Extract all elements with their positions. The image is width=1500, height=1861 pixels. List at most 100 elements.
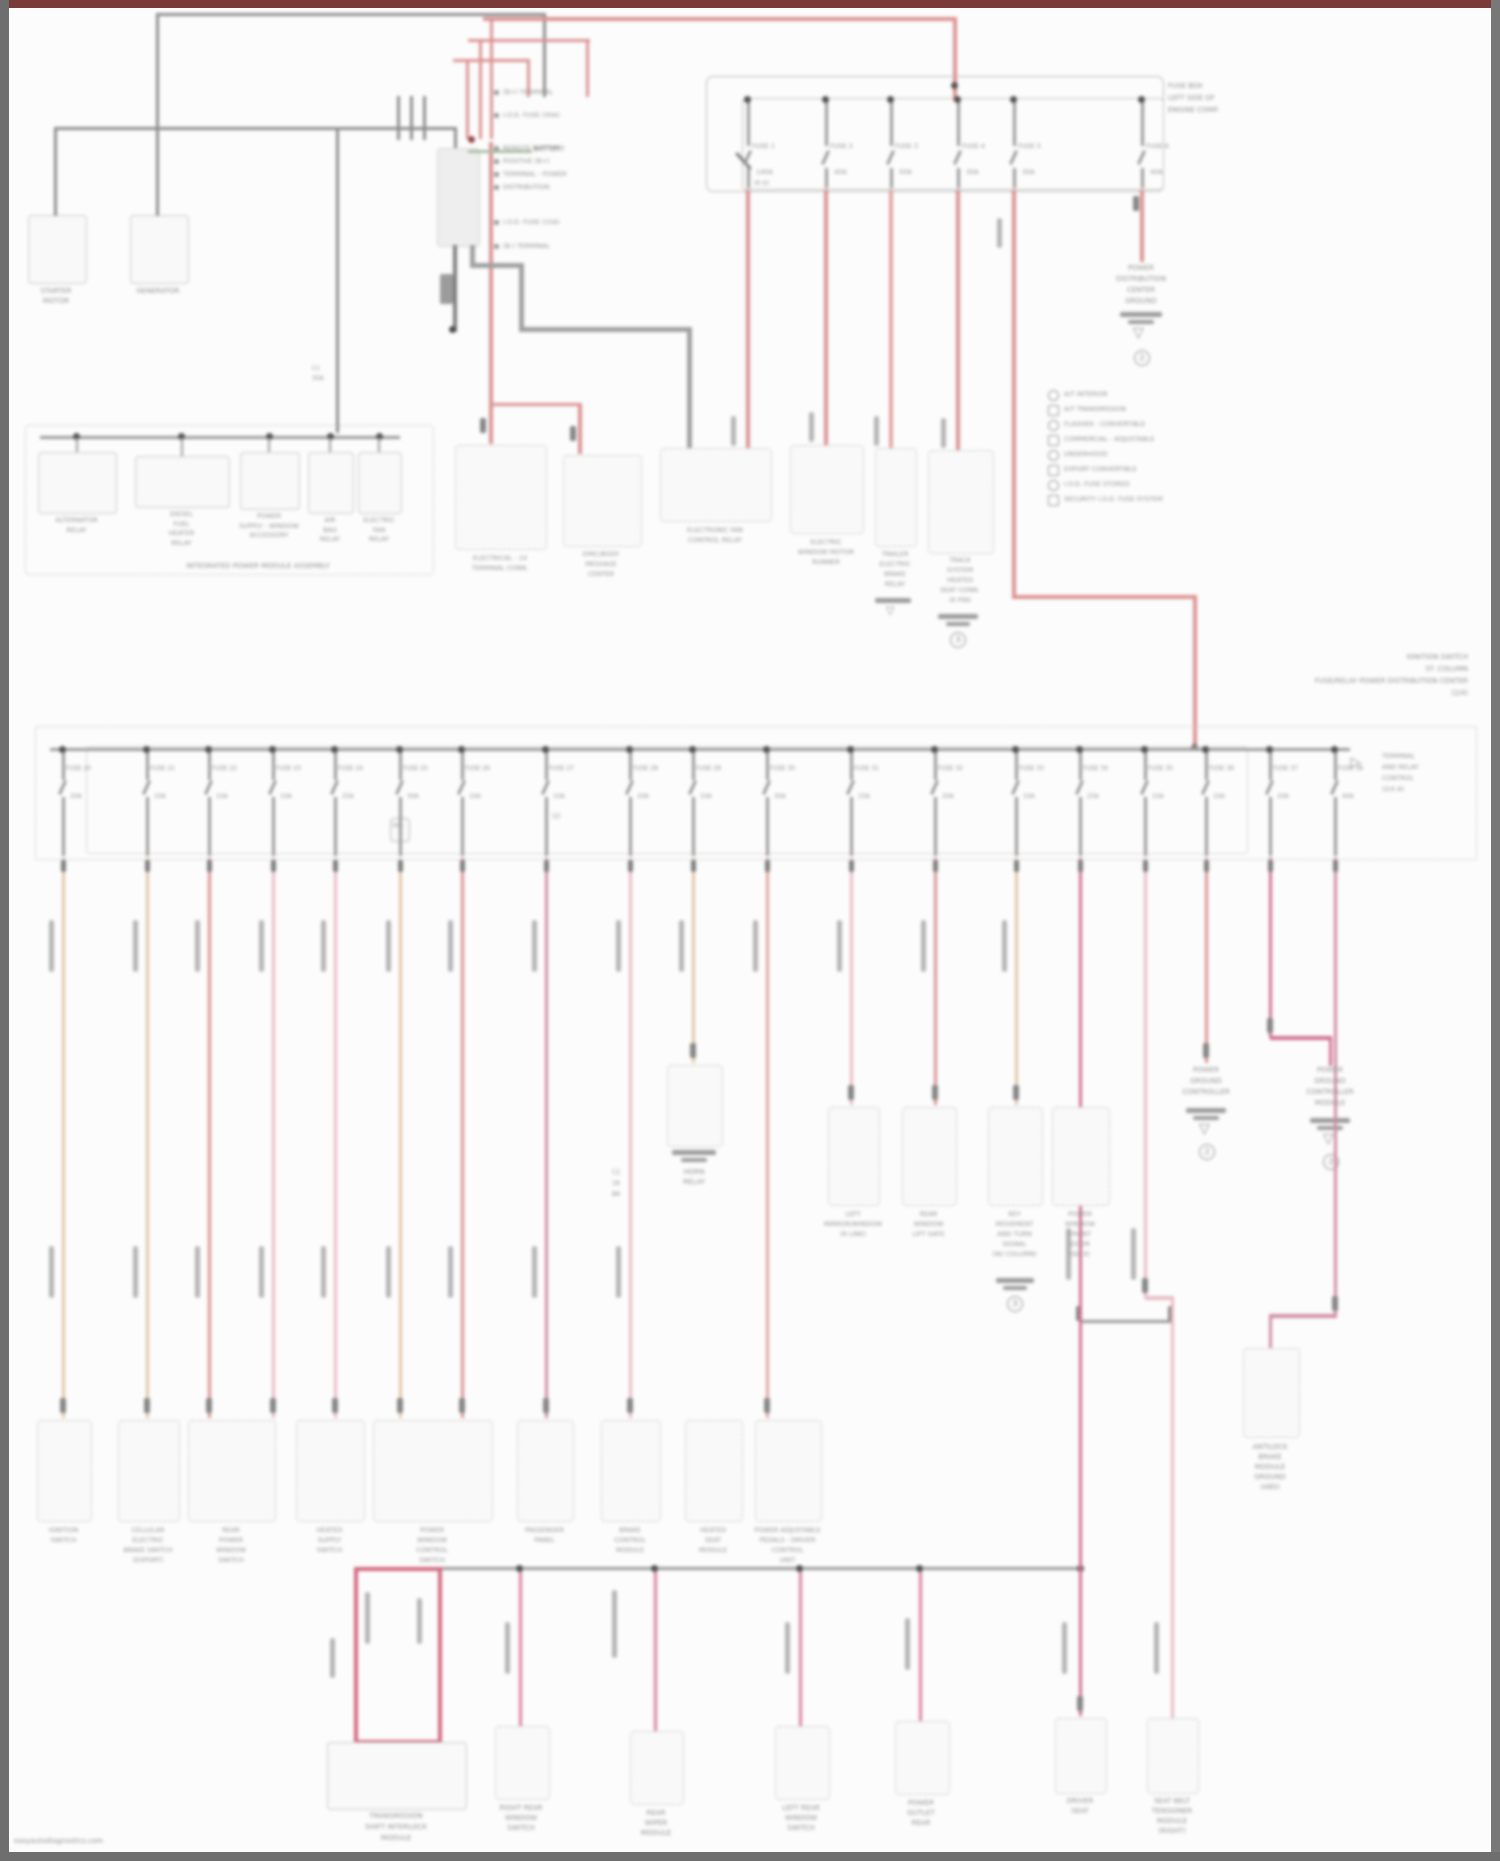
pink-loop — [354, 1740, 442, 1744]
wire — [489, 403, 581, 406]
wire — [1268, 1314, 1272, 1348]
inline-connector — [753, 920, 758, 972]
callout-marker — [494, 90, 499, 95]
fuse-wire — [461, 750, 464, 780]
inline-connector — [259, 1246, 264, 1298]
watermark: easyautodiagnostics.com — [14, 1837, 103, 1845]
label-line: SHIFT INTERLOCK — [365, 1823, 427, 1831]
wire — [1270, 1314, 1337, 1318]
label-line: EMIC/BODY — [582, 550, 620, 558]
fuse-wire — [1141, 100, 1144, 146]
wire — [1145, 1296, 1174, 1300]
wire — [654, 1569, 657, 1731]
connector-nub — [764, 1398, 770, 1413]
label-line: REAR — [646, 1809, 666, 1817]
fuse-wire — [934, 797, 937, 856]
label-line: MESSAGE — [585, 560, 617, 568]
label-line: BRAKE — [1258, 1453, 1282, 1461]
fuse-wire — [850, 797, 853, 856]
wire — [919, 1569, 922, 1721]
bottom-component-box — [685, 1420, 743, 1522]
bottom-component-box — [296, 1420, 365, 1522]
fuse-name: FUSE 36 — [1209, 765, 1234, 772]
fuse-name: FUSE 25 — [403, 765, 428, 772]
inline-connector — [133, 1246, 138, 1298]
label-line: AND RELAY — [1382, 763, 1419, 771]
wire — [1140, 190, 1144, 262]
junction-dot — [931, 746, 938, 753]
label-line: FUSE BOX — [1168, 82, 1203, 90]
label-line: HEATED — [316, 1526, 343, 1534]
wire — [1270, 1036, 1332, 1040]
label-line: FUEL — [173, 519, 190, 528]
legend-square-icon — [1048, 405, 1059, 416]
fuse-amp: 20A — [70, 793, 82, 800]
label-line: BRAKE — [619, 1526, 641, 1534]
connector-nub — [848, 1085, 854, 1100]
label-line: TRACK — [949, 556, 971, 564]
ground-number: 3 — [1007, 1296, 1023, 1312]
supply-wire — [628, 858, 632, 1418]
label-line: BRAKE SWITCH — [123, 1546, 173, 1554]
legend-item: A/T TRANSMISSION — [1064, 405, 1127, 413]
fuse-wire — [1334, 750, 1337, 780]
junction-dot — [651, 1565, 658, 1572]
ground-bar — [1003, 1286, 1027, 1290]
label-line: GROUND — [1314, 1077, 1346, 1085]
label-line: MODULE — [640, 1829, 672, 1837]
fuse-name: FUSE 28 — [633, 765, 658, 772]
battery-callout-line — [468, 150, 532, 153]
ground-bar — [681, 1158, 707, 1162]
fusebox-feed-wire — [953, 17, 957, 101]
wire-tag: C1 — [312, 365, 321, 372]
wire — [156, 14, 159, 216]
bottom-bus — [354, 1567, 1084, 1570]
ground-bar — [1186, 1108, 1226, 1113]
connector-nub — [932, 860, 938, 872]
label-line: PASSENGER — [525, 1526, 564, 1534]
fuse-name: FUSE 30 — [770, 765, 795, 772]
label-line: REAR — [222, 1526, 240, 1534]
label-line: BR — [612, 1191, 621, 1198]
label-line: CENTER — [587, 570, 615, 578]
inline-connector — [386, 920, 391, 972]
relay-box — [38, 452, 117, 514]
label-line: (9/14) — [1070, 1250, 1090, 1258]
fuse-wire — [766, 750, 769, 780]
label-line: RELAY — [319, 535, 341, 543]
bottom-comp-f — [895, 1721, 950, 1795]
fuse-name: FUSE 2 — [830, 142, 853, 150]
battery-callout: (B-) TERMINAL — [503, 242, 550, 250]
wire — [824, 190, 828, 447]
legend-circle-icon — [1048, 450, 1059, 461]
inline-connector — [921, 920, 926, 972]
ground-bar — [946, 622, 970, 626]
fuse-name: FUSE 22 — [212, 765, 237, 772]
junction-dot — [1076, 746, 1083, 753]
wire — [423, 96, 426, 140]
callout-marker — [494, 159, 499, 164]
inline-connector — [49, 920, 54, 972]
label-line: MODULE — [380, 1834, 412, 1842]
fuse-amp: 10A — [1023, 793, 1035, 800]
fuse-wire — [399, 797, 402, 856]
label-line: SEAT BELT — [1153, 1797, 1191, 1805]
label-line: ST. COLUMN — [1425, 665, 1468, 673]
legend-square-icon — [1048, 495, 1059, 506]
fuse-amp: 25A — [1087, 793, 1099, 800]
battery-feed-bus — [483, 17, 957, 21]
supply-wire — [1078, 858, 1082, 1716]
supply-wire — [765, 858, 769, 1418]
connector-nub — [1267, 860, 1273, 872]
supply-wire — [544, 858, 548, 1418]
label-line: MODULE — [1254, 1463, 1286, 1471]
wire — [956, 190, 960, 452]
connector-nub — [270, 1398, 276, 1413]
wire — [1012, 595, 1197, 599]
fuse-wire — [825, 168, 828, 188]
fuse-wire — [692, 797, 695, 856]
connector-nub — [543, 860, 549, 872]
label-line: ELECTRONIC FAN — [687, 526, 743, 534]
ground-bar — [1128, 320, 1154, 324]
junction-dot — [689, 746, 696, 753]
